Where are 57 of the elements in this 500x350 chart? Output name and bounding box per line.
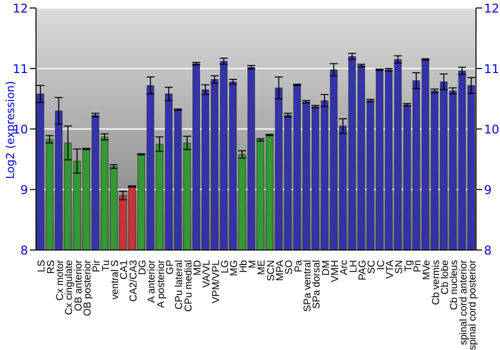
- y2-tick-label: 9: [484, 182, 492, 197]
- x-tick-label: MVe: [422, 260, 433, 280]
- x-tick-label: Pa: [293, 260, 304, 272]
- x-tick-label: SO: [284, 260, 296, 274]
- x-tick-label: DM: [320, 260, 332, 276]
- x-tick-label: VA/VL: [202, 260, 213, 288]
- x-tick-label: M: [247, 260, 258, 268]
- x-tick-label: CPu medial: [183, 260, 194, 312]
- x-tick-label: RS: [46, 260, 57, 274]
- x-tick-label: PAG: [357, 260, 368, 280]
- x-tick-label: ME: [256, 260, 268, 275]
- x-tick-label: Tu: [100, 260, 112, 272]
- x-tick-label: Tg: [403, 260, 414, 272]
- x-tick-label: OB posterior: [82, 259, 94, 316]
- y-tick-label: 12: [12, 1, 28, 16]
- y2-tick-label: 8: [484, 243, 492, 258]
- y-tick-label: 9: [20, 182, 28, 197]
- x-tick-label: spinal cord posterior: [467, 259, 478, 350]
- x-tick-label: Cb nucleus: [449, 260, 460, 310]
- x-tick-label: DG: [137, 260, 148, 275]
- x-tick-label: GP: [164, 260, 176, 274]
- x-tick-label: Cb vermis: [430, 260, 442, 306]
- x-tick-label: CA2/CA3: [128, 260, 140, 302]
- x-tick-label: LG: [220, 260, 231, 274]
- x-tick-label: SCN: [266, 260, 277, 282]
- x-tick-label: CPu lateral: [174, 260, 186, 310]
- x-tick-label: SPa dorsal: [312, 260, 323, 309]
- x-tick-label: MPA: [274, 260, 286, 281]
- x-tick-label: CA1: [119, 260, 130, 280]
- x-tick-label: A posterior: [156, 259, 167, 308]
- x-tick-label: VMH: [330, 260, 341, 282]
- x-tick-label: VPM/VPL: [210, 260, 222, 304]
- y2-tick-label: 11: [484, 62, 500, 76]
- y2-tick-label: 10: [484, 122, 500, 136]
- x-tick-label: IC: [376, 260, 387, 270]
- x-tick-label: VTA: [384, 260, 396, 279]
- x-tick-label: MD: [192, 260, 204, 276]
- x-tick-label: MG: [229, 260, 240, 276]
- x-tick-label: SC: [366, 260, 378, 274]
- y2-tick-label: 12: [484, 1, 500, 16]
- x-tick-label: spinal cord anterior: [458, 259, 470, 346]
- x-tick-label: Hb: [238, 260, 250, 273]
- x-tick-label: SN: [394, 260, 406, 274]
- x-tick-label: Arc: [339, 260, 350, 275]
- x-tick-label: Pir: [92, 259, 103, 272]
- x-tick-label: LH: [348, 260, 360, 273]
- x-tick-label: Pn: [412, 260, 424, 272]
- y-tick-label: 8: [20, 243, 28, 258]
- x-tick-label: Cx motor: [54, 259, 66, 301]
- y-tick-label: 11: [12, 62, 28, 76]
- x-tick-label: Cx cingulate: [64, 260, 76, 316]
- x-tick-label: ventral S: [110, 260, 121, 300]
- x-tick-label: Cb lobe: [440, 260, 451, 294]
- x-tick-label: A anterior: [146, 259, 158, 303]
- x-tick-label: SPa ventral: [302, 260, 314, 312]
- x-tick-label: LS: [36, 260, 48, 272]
- x-tick-label: OB anterior: [73, 259, 84, 312]
